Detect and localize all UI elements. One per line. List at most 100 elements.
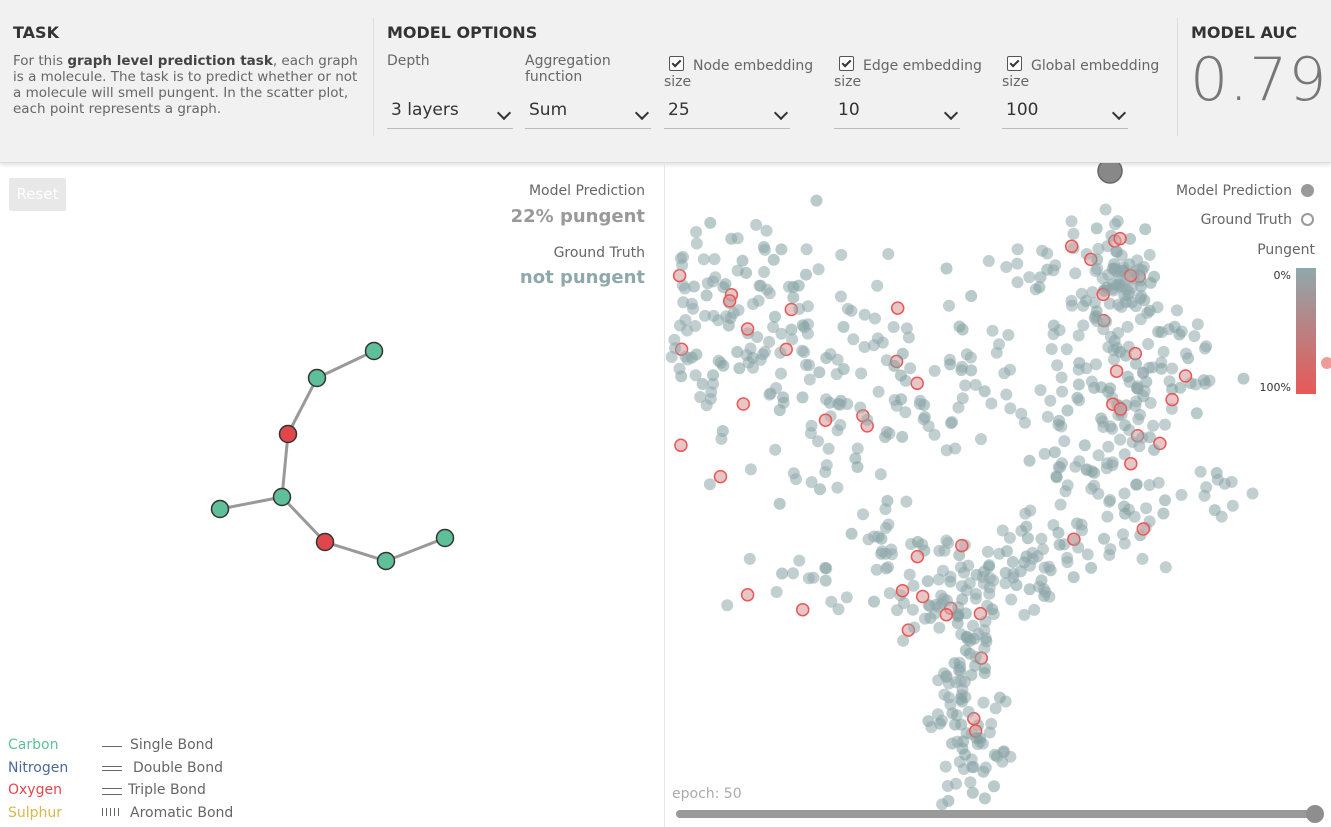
scatter-point[interactable]: [1099, 203, 1112, 216]
scatter-point[interactable]: [1090, 222, 1103, 235]
scatter-point[interactable]: [937, 564, 949, 577]
scatter-point[interactable]: [1159, 561, 1172, 574]
scatter-point[interactable]: [847, 333, 860, 346]
scatter-point[interactable]: [896, 430, 909, 443]
scatter-point[interactable]: [837, 320, 850, 333]
aggregation-select[interactable]: Sum: [525, 96, 651, 129]
scatter-point[interactable]: [1061, 479, 1074, 492]
scatter-point[interactable]: [1076, 524, 1088, 537]
scatter-point[interactable]: [867, 339, 880, 352]
scatter-point[interactable]: [1067, 227, 1080, 240]
scatter-point[interactable]: [1113, 402, 1128, 416]
scatter-point[interactable]: [895, 583, 910, 598]
scatter-point[interactable]: [744, 463, 757, 476]
atom-node[interactable]: [376, 551, 396, 571]
scatter-point[interactable]: [928, 428, 941, 441]
scatter-point[interactable]: [1194, 465, 1207, 478]
scatter-point[interactable]: [790, 473, 802, 486]
scatter-point[interactable]: [801, 327, 814, 340]
scatter-point[interactable]: [1165, 402, 1178, 415]
scatter-point[interactable]: [975, 433, 987, 446]
scatter-point[interactable]: [914, 394, 927, 407]
scatter-point[interactable]: [903, 568, 916, 581]
scatter-point[interactable]: [1143, 479, 1156, 491]
scatter-point[interactable]: [908, 621, 921, 634]
scatter-point[interactable]: [1134, 408, 1146, 421]
scatter-point[interactable]: [783, 280, 795, 293]
atom-node[interactable]: [364, 341, 384, 361]
epoch-slider-thumb[interactable]: [1306, 805, 1324, 823]
scatter-point[interactable]: [942, 536, 955, 549]
scatter-point[interactable]: [935, 589, 948, 602]
scatter-point[interactable]: [1052, 461, 1065, 474]
scatter-point[interactable]: [1134, 280, 1147, 293]
scatter-point[interactable]: [1121, 320, 1134, 333]
scatter-point[interactable]: [1000, 261, 1013, 273]
scatter-point[interactable]: [678, 282, 691, 295]
scatter-point[interactable]: [1061, 404, 1074, 417]
scatter-point[interactable]: [1180, 347, 1192, 360]
scatter-point[interactable]: [1124, 232, 1136, 245]
scatter-point[interactable]: [1000, 545, 1013, 558]
scatter-point[interactable]: [1246, 487, 1259, 500]
scatter-point[interactable]: [810, 194, 823, 207]
scatter-point[interactable]: [969, 378, 982, 391]
scatter-point[interactable]: [668, 333, 681, 346]
scatter-point[interactable]: [731, 232, 744, 245]
scatter-point[interactable]: [985, 397, 998, 410]
scatter-point[interactable]: [1085, 375, 1098, 388]
scatter-point[interactable]: [1159, 418, 1171, 431]
scatter-point[interactable]: [1073, 394, 1086, 407]
scatter-point[interactable]: [775, 367, 787, 380]
scatter-point[interactable]: [1050, 471, 1063, 484]
scatter-point[interactable]: [979, 615, 992, 628]
scatter-point[interactable]: [894, 369, 907, 382]
scatter-point[interactable]: [1019, 507, 1032, 520]
scatter-point[interactable]: [727, 307, 740, 319]
scatter-point[interactable]: [933, 621, 946, 634]
global-embedding-checkbox[interactable]: [1007, 56, 1022, 71]
scatter-point[interactable]: [776, 567, 789, 580]
scatter-point[interactable]: [697, 253, 710, 266]
scatter-point[interactable]: [689, 320, 702, 332]
scatter-point[interactable]: [890, 301, 905, 315]
scatter-point[interactable]: [940, 262, 953, 275]
scatter-point[interactable]: [787, 291, 800, 304]
scatter-point[interactable]: [1090, 305, 1103, 318]
scatter-point[interactable]: [812, 435, 824, 448]
scatter-point[interactable]: [1011, 257, 1024, 270]
scatter-point[interactable]: [1069, 267, 1082, 280]
scatter-point[interactable]: [673, 362, 686, 375]
scatter-point[interactable]: [786, 333, 799, 346]
scatter-point[interactable]: [717, 281, 730, 294]
scatter-point[interactable]: [959, 748, 972, 761]
scatter-point[interactable]: [1024, 559, 1036, 572]
scatter-point[interactable]: [1188, 330, 1201, 343]
scatter-point[interactable]: [1155, 362, 1168, 375]
scatter-point[interactable]: [802, 572, 815, 585]
scatter-point[interactable]: [959, 379, 972, 392]
scatter-point[interactable]: [708, 253, 721, 266]
scatter-point[interactable]: [700, 289, 713, 302]
scatter-point[interactable]: [888, 359, 901, 372]
scatter-point[interactable]: [1072, 329, 1085, 342]
scatter-point[interactable]: [1200, 481, 1213, 494]
scatter-point[interactable]: [915, 589, 930, 604]
scatter-point[interactable]: [949, 718, 962, 731]
scatter-point[interactable]: [1189, 378, 1202, 391]
scatter-point[interactable]: [944, 358, 957, 371]
scatter-point[interactable]: [736, 254, 749, 267]
scatter-point[interactable]: [767, 321, 780, 333]
scatter-point[interactable]: [1067, 571, 1080, 584]
scatter-point[interactable]: [1000, 388, 1013, 401]
scatter-point[interactable]: [740, 588, 755, 602]
scatter-point[interactable]: [819, 561, 832, 574]
scatter-point[interactable]: [943, 299, 955, 312]
scatter-point[interactable]: [868, 530, 881, 543]
scatter-point[interactable]: [1065, 299, 1078, 312]
scatter-point[interactable]: [763, 335, 776, 348]
scatter-point[interactable]: [803, 373, 816, 386]
scatter-point[interactable]: [787, 567, 799, 580]
scatter-point[interactable]: [707, 369, 720, 382]
scatter-point[interactable]: [977, 696, 990, 709]
